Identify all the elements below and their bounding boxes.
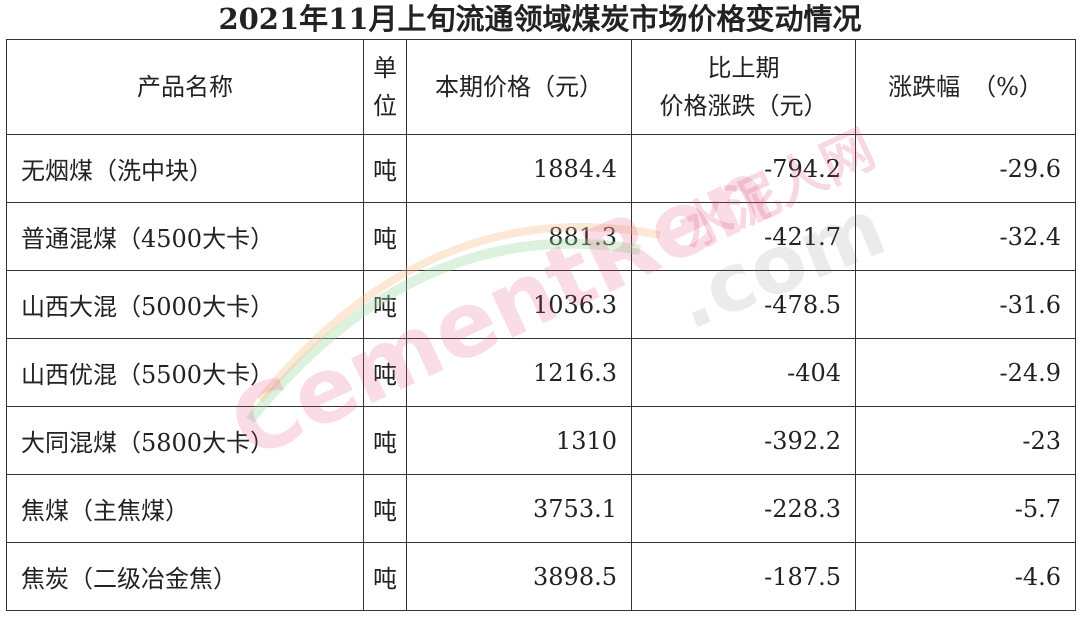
product-name-cell: 普通混煤（4500大卡） [6, 202, 364, 271]
pct-cell: -32.4 [855, 202, 1076, 271]
coal-price-table: 产品名称 单位 本期价格（元） 比上期价格涨跌（元） 涨跌幅 （%） 无烟煤（洗… [6, 39, 1076, 611]
price-cell: 3753.1 [406, 474, 632, 543]
unit-cell: 吨 [363, 202, 407, 271]
product-name-cell: 焦炭（二级冶金焦） [6, 542, 364, 611]
header-change-line1: 比上期 [707, 54, 780, 82]
unit-cell: 吨 [363, 406, 407, 475]
header-unit-line2: 位 [373, 92, 397, 120]
table-row: 山西大混（5000大卡）吨 1036.3 -478.5 -31.6 [6, 270, 1076, 339]
pct-cell: -5.7 [855, 474, 1076, 543]
table-title: 2021年11月上旬流通领域煤炭市场价格变动情况 [218, 2, 862, 36]
unit-cell: 吨 [363, 270, 407, 339]
product-name-cell: 焦煤（主焦煤） [6, 474, 364, 543]
header-unit-line1: 单 [373, 54, 397, 82]
header-row: 产品名称 单位 本期价格（元） 比上期价格涨跌（元） 涨跌幅 （%） [6, 39, 1076, 135]
unit-cell: 吨 [363, 474, 407, 543]
unit-cell: 吨 [363, 338, 407, 407]
table-row: 山西优混（5500大卡）吨 1216.3 -404 -24.9 [6, 338, 1076, 407]
header-product-name: 产品名称 [6, 39, 364, 135]
product-name-cell: 无烟煤（洗中块） [6, 134, 364, 203]
change-cell: -187.5 [631, 542, 856, 611]
change-cell: -794.2 [631, 134, 856, 203]
product-name-cell: 大同混煤（5800大卡） [6, 406, 364, 475]
table-row: 焦炭（二级冶金焦）吨 3898.5 -187.5 -4.6 [6, 542, 1076, 611]
pct-cell: -23 [855, 406, 1076, 475]
table-row: 大同混煤（5800大卡）吨 1310 -392.2 -23 [6, 406, 1076, 475]
change-cell: -392.2 [631, 406, 856, 475]
price-cell: 1036.3 [406, 270, 632, 339]
header-current-price: 本期价格（元） [406, 39, 632, 135]
unit-cell: 吨 [363, 542, 407, 611]
pct-cell: -24.9 [855, 338, 1076, 407]
price-cell: 1216.3 [406, 338, 632, 407]
pct-cell: -31.6 [855, 270, 1076, 339]
product-name-cell: 山西大混（5000大卡） [6, 270, 364, 339]
product-name-cell: 山西优混（5500大卡） [6, 338, 364, 407]
change-cell: -421.7 [631, 202, 856, 271]
price-cell: 3898.5 [406, 542, 632, 611]
table-row: 普通混煤（4500大卡）吨 881.3 -421.7 -32.4 [6, 202, 1076, 271]
header-change-pct: 涨跌幅 （%） [855, 39, 1076, 135]
table-row: 无烟煤（洗中块）吨 1884.4 -794.2 -29.6 [6, 134, 1076, 203]
unit-cell: 吨 [363, 134, 407, 203]
header-price-change: 比上期价格涨跌（元） [631, 39, 856, 135]
pct-cell: -29.6 [855, 134, 1076, 203]
header-change-line2: 价格涨跌（元） [659, 92, 828, 120]
price-cell: 1310 [406, 406, 632, 475]
change-cell: -228.3 [631, 474, 856, 543]
pct-cell: -4.6 [855, 542, 1076, 611]
change-cell: -478.5 [631, 270, 856, 339]
change-cell: -404 [631, 338, 856, 407]
table-row: 焦煤（主焦煤）吨 3753.1 -228.3 -5.7 [6, 474, 1076, 543]
price-cell: 881.3 [406, 202, 632, 271]
header-unit: 单位 [363, 39, 407, 135]
price-cell: 1884.4 [406, 134, 632, 203]
